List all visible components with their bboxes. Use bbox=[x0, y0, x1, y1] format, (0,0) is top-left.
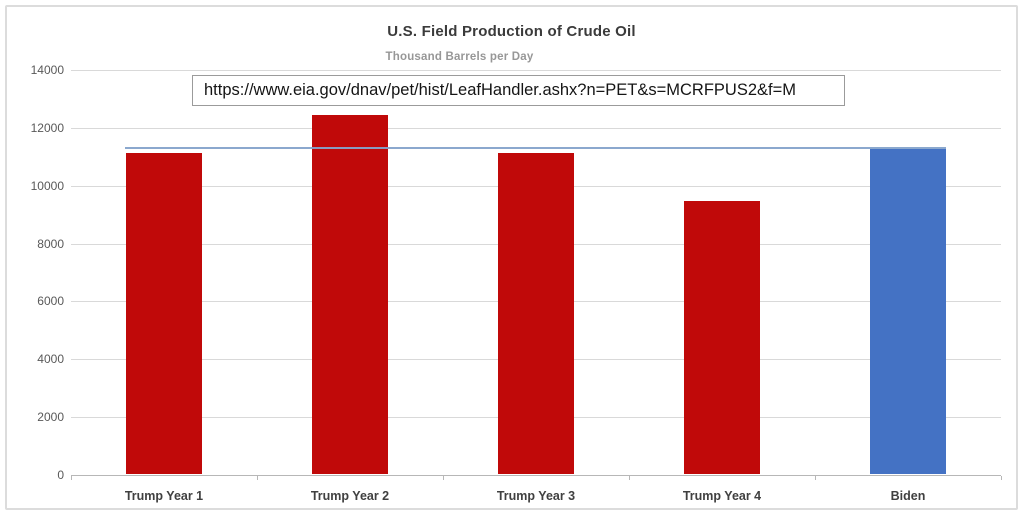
bar-trump-year-4[interactable] bbox=[684, 200, 760, 474]
x-axis-category-label: Trump Year 3 bbox=[496, 489, 576, 503]
x-axis-category-label: Trump Year 2 bbox=[310, 489, 390, 503]
x-axis-category-label: Biden bbox=[890, 489, 926, 503]
url-text: https://www.eia.gov/dnav/pet/hist/LeafHa… bbox=[204, 81, 797, 99]
x-axis-tick bbox=[1001, 476, 1002, 480]
y-axis-tick-label: 10000 bbox=[30, 178, 64, 193]
url-textbox[interactable]: https://www.eia.gov/dnav/pet/hist/LeafHa… bbox=[192, 75, 845, 106]
x-axis-tick bbox=[629, 476, 630, 480]
chart-subtitle: Thousand Barrels per Day bbox=[385, 51, 534, 63]
plot-area: 0 2000 4000 6000 8000 10000 12000 14000 Trump Ye… bbox=[31, 63, 1002, 503]
gridline bbox=[71, 127, 1001, 129]
reference-line bbox=[125, 147, 946, 150]
y-axis-tick-label: 0 bbox=[57, 468, 64, 482]
bar-trump-year-1[interactable] bbox=[126, 152, 202, 474]
x-axis-tick bbox=[257, 476, 258, 480]
bar-biden[interactable] bbox=[870, 148, 946, 474]
y-axis-tick-label: 4000 bbox=[37, 352, 64, 367]
bar-trump-year-3[interactable] bbox=[498, 152, 574, 474]
x-axis-category-label: Trump Year 1 bbox=[124, 489, 204, 503]
x-axis-category-label: Trump Year 4 bbox=[682, 489, 762, 503]
chart-title: U.S. Field Production of Crude Oil bbox=[387, 23, 636, 40]
x-axis-tick bbox=[815, 476, 816, 480]
y-axis-tick-label: 14000 bbox=[30, 63, 64, 77]
y-axis-tick-label: 2000 bbox=[37, 410, 64, 425]
x-axis-tick bbox=[443, 476, 444, 480]
y-axis-tick-label: 6000 bbox=[37, 294, 64, 309]
bar-trump-year-2[interactable] bbox=[312, 115, 388, 474]
y-axis-tick-label: 8000 bbox=[37, 236, 64, 251]
x-axis-tick bbox=[71, 476, 72, 480]
chart-frame: U.S. Field Production of Crude Oil Thous… bbox=[5, 5, 1018, 510]
gridline bbox=[71, 70, 1001, 71]
y-axis-tick-label: 12000 bbox=[30, 120, 64, 135]
x-axis-line bbox=[71, 475, 1001, 476]
